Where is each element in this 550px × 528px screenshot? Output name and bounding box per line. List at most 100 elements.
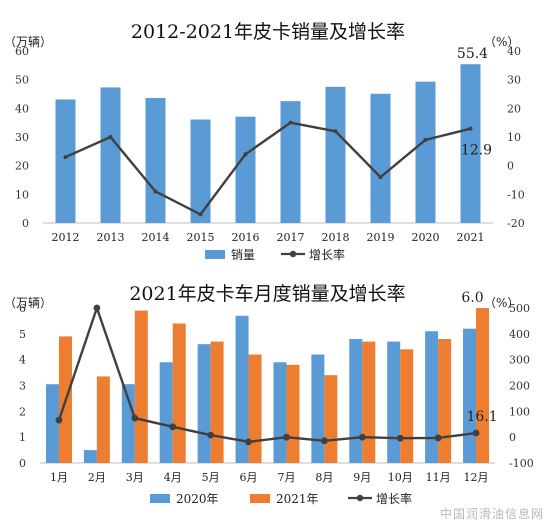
bar-primary [145, 98, 166, 223]
legend-label: 2021年 [276, 492, 319, 506]
bar-primary [159, 362, 173, 463]
category-label: 10月 [388, 471, 413, 484]
right-tick-label: -20 [507, 217, 525, 230]
bar-primary [349, 339, 363, 463]
last-point-data-label: 12.9 [461, 143, 492, 159]
legend-swatch [250, 494, 270, 503]
category-label: 2012 [52, 231, 80, 244]
category-label: 2019 [367, 231, 395, 244]
left-tick-label: 2 [19, 405, 26, 418]
annual-sales-chart: 2012-2021年皮卡销量及增长率 （万辆） （%） 0 10 20 30 40 50 60 -2… [4, 21, 525, 262]
growth-rate-point [468, 126, 473, 131]
legend-label: 2020年 [176, 492, 219, 506]
right-tick-label: 20 [507, 102, 521, 115]
left-tick-label: 50 [15, 74, 29, 87]
bar-primary [190, 119, 211, 223]
growth-rate-point [472, 429, 480, 437]
category-label: 2015 [187, 231, 215, 244]
growth-rate-point [93, 304, 101, 312]
bar-secondary [286, 364, 300, 463]
growth-rate-point [245, 438, 252, 446]
right-tick-label: 300 [509, 354, 530, 367]
legend-line-marker [356, 494, 364, 502]
bar-primary [45, 384, 59, 463]
left-tick-label: 3 [19, 380, 26, 393]
category-label: 9月 [353, 471, 371, 484]
left-tick-label: 20 [15, 160, 29, 173]
legend-label: 销量 [231, 248, 255, 262]
bar-primary [235, 116, 256, 223]
watermark-text: 中国润滑油信息网 [439, 507, 544, 521]
left-tick-label: 6 [19, 302, 26, 315]
left-axis-unit: （万辆） [4, 296, 52, 310]
bar-primary [55, 99, 76, 223]
bar-primary [463, 328, 477, 463]
category-label: 2013 [97, 231, 125, 244]
last-bar-data-label: 55.4 [457, 46, 488, 62]
left-tick-label: 40 [15, 102, 29, 115]
bar-secondary [324, 375, 338, 463]
category-label: 2016 [232, 231, 260, 244]
right-tick-label: 0 [507, 160, 514, 173]
category-label: 7月 [277, 471, 295, 484]
category-label: 4月 [164, 471, 182, 484]
right-tick-label: 40 [507, 45, 521, 58]
chart-title: 2021年皮卡车月度销量及增长率 [129, 283, 405, 305]
category-label: 11月 [426, 471, 451, 484]
bar-secondary [210, 341, 224, 463]
bar-primary [280, 101, 301, 223]
category-label: 12月 [464, 471, 489, 484]
growth-rate-point [283, 433, 290, 441]
growth-rate-point [320, 437, 328, 445]
legend-label: 增长率 [376, 491, 412, 506]
left-tick-label: 4 [19, 354, 26, 367]
bar-primary [325, 86, 346, 223]
legend-line-marker [289, 250, 297, 258]
right-tick-label: 0 [509, 431, 516, 444]
growth-rate-point [434, 434, 442, 442]
right-axis-unit: （%） [484, 35, 519, 49]
growth-rate-line [57, 304, 477, 444]
bar-primary [121, 384, 135, 463]
growth-rate-line [65, 121, 471, 216]
left-tick-label: 10 [15, 188, 29, 201]
growth-rate-point [169, 423, 177, 431]
bar-secondary [476, 308, 490, 463]
chart-title: 2012-2021年皮卡销量及增长率 [131, 21, 405, 43]
category-label: 6月 [240, 471, 258, 484]
bar-secondary [96, 376, 110, 463]
bar-secondary [248, 354, 262, 463]
bar-primary [100, 87, 121, 223]
right-axis-unit: （%） [484, 296, 519, 310]
category-label: 2018 [322, 231, 350, 244]
left-tick-label: 0 [22, 217, 29, 230]
bar-secondary [400, 349, 414, 463]
legend-swatch [205, 250, 225, 259]
right-tick-label: 400 [509, 328, 530, 341]
growth-rate-point [131, 414, 139, 422]
bar-secondary [172, 323, 186, 463]
growth-rate-point [423, 137, 428, 142]
left-tick-label: 5 [19, 328, 26, 341]
bar-primary [460, 64, 481, 223]
legend-label: 增长率 [309, 247, 345, 262]
right-tick-label: 30 [507, 74, 521, 87]
left-tick-label: 0 [19, 457, 26, 470]
bar-primary [83, 450, 97, 463]
category-label: 8月 [315, 471, 333, 484]
bar-secondary [362, 341, 376, 463]
growth-rate-point [396, 434, 404, 442]
growth-rate-point [333, 129, 338, 134]
growth-rate-point [207, 431, 215, 439]
growth-rate-point [63, 155, 68, 160]
growth-rate-point [358, 433, 366, 441]
bar-primary [387, 341, 401, 463]
left-tick-label: 60 [15, 45, 29, 58]
growth-rate-point [55, 416, 63, 424]
growth-rate-point [378, 175, 383, 180]
growth-rate-point [288, 120, 293, 125]
category-label: 2月 [88, 471, 106, 484]
growth-rate-point [108, 135, 113, 139]
category-label: 1月 [50, 471, 68, 484]
right-tick-label: 500 [509, 302, 530, 315]
